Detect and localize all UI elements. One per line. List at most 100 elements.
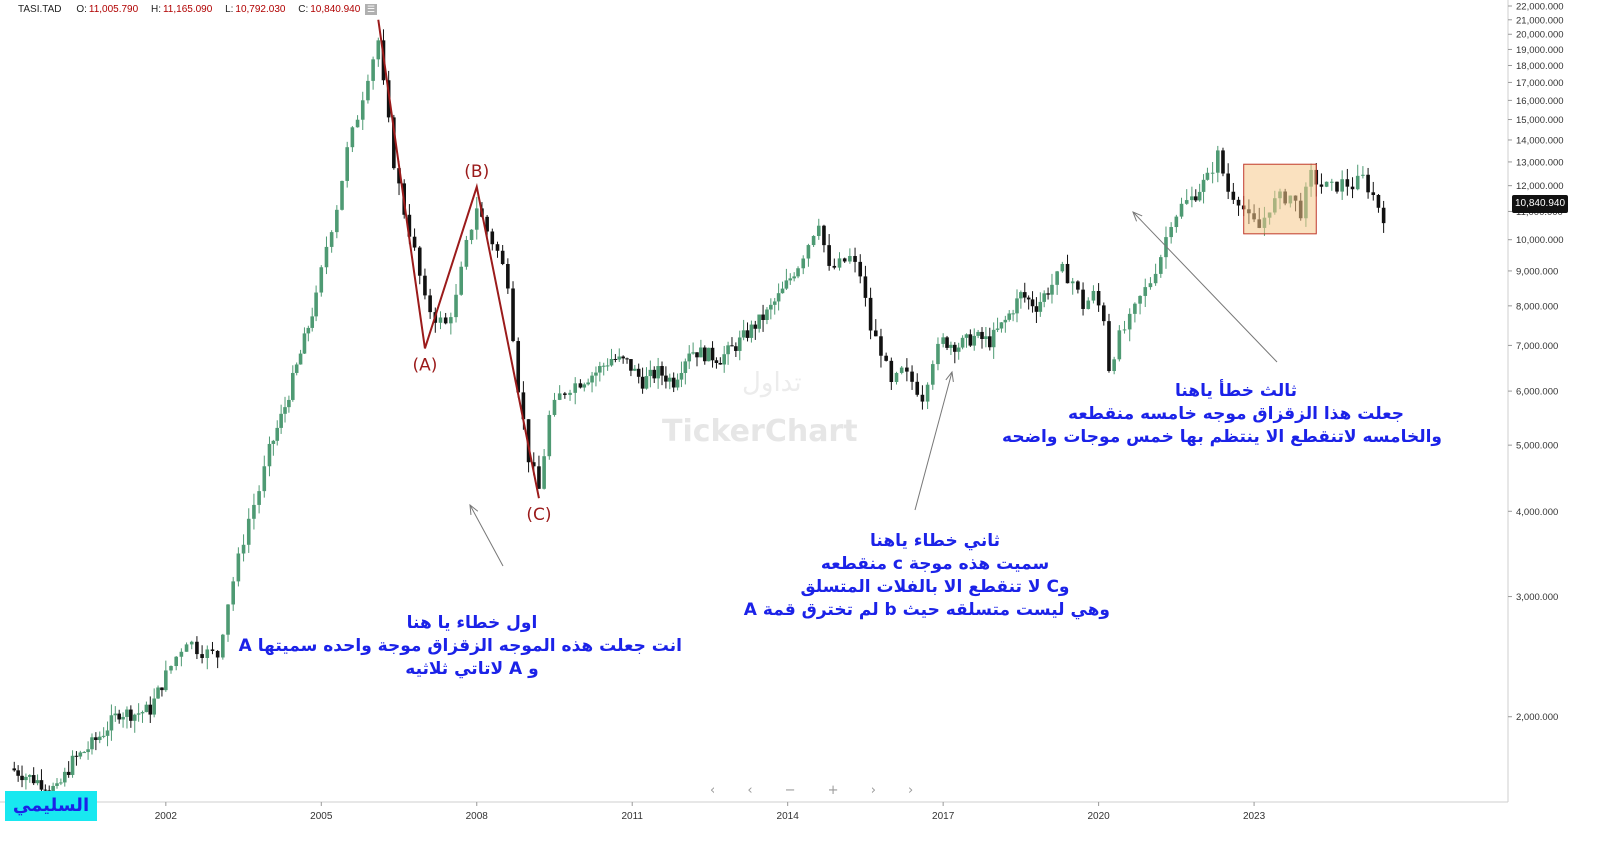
candle-body: [290, 372, 295, 400]
candle-body: [31, 775, 36, 784]
y-axis[interactable]: 2,000.000 3,000.000 4,000.000 5,000.000 6,00…: [1508, 2, 1564, 724]
ohlc-header: TASI.TAD O: 11,005.790 H: 11,165.090 L: 10,…: [18, 4, 378, 16]
candle-body: [945, 337, 949, 348]
candle-body: [66, 771, 71, 775]
candle-body: [915, 381, 920, 395]
x-tick-label: 2008: [466, 811, 489, 822]
candle-body: [101, 735, 106, 737]
candle-body: [1381, 207, 1386, 224]
candle-body: [257, 491, 261, 505]
candle-body: [671, 377, 676, 388]
candle-body: [231, 581, 235, 605]
y-tick-label: 18,000.000: [1516, 61, 1564, 72]
candle-body: [772, 301, 777, 305]
candle-body: [1190, 196, 1194, 201]
y-tick-label: 15,000.000: [1516, 115, 1564, 126]
candle-body: [397, 168, 401, 184]
candle-body: [960, 337, 965, 348]
menu-icon[interactable]: ☰: [365, 4, 378, 15]
candle-body: [889, 360, 894, 382]
candle-body: [1091, 290, 1096, 301]
candle-body: [16, 770, 20, 776]
candle-body: [129, 709, 133, 721]
arrow-head: [469, 503, 479, 516]
candle-body: [55, 783, 59, 786]
candle-body: [454, 294, 458, 318]
candle-body: [1231, 191, 1236, 200]
candle-body: [97, 736, 102, 741]
candle-body: [976, 331, 980, 336]
candle-body: [573, 383, 578, 393]
chart-navigator[interactable]: ‹ ‹ − + › ›: [710, 783, 928, 798]
candle-body: [1340, 179, 1344, 192]
candle-body: [200, 654, 204, 658]
candle-body: [1007, 313, 1012, 320]
y-tick-label: 9,000.000: [1516, 266, 1558, 277]
candle-body: [156, 687, 160, 699]
candle-body: [941, 337, 945, 344]
arrow-head: [1132, 211, 1143, 222]
candle-body: [1216, 150, 1220, 173]
candle-body: [586, 382, 590, 385]
candle-body: [511, 288, 515, 342]
candle-body: [236, 553, 241, 582]
annotation-line: والخامسه لاتنقطع الا ينتظم بها خمس موجات…: [1002, 427, 1442, 447]
candle-body: [656, 366, 660, 379]
x-axis[interactable]: 2002 2005 2008 2011 2014 2017 2020 2023: [155, 802, 1266, 822]
x-tick-label: 2002: [155, 811, 178, 822]
candle-body: [1030, 299, 1035, 307]
annotation-line: ثاني خطاء ياهنا: [870, 531, 1000, 551]
candle-body: [991, 329, 996, 348]
candle-body: [125, 709, 129, 717]
candle-body: [765, 309, 769, 321]
y-tick-label: 17,000.000: [1516, 78, 1564, 89]
candle-body: [1117, 330, 1122, 360]
candle-body: [858, 261, 863, 277]
candle-body: [578, 383, 583, 388]
candle-body: [968, 334, 973, 346]
candle-body: [90, 737, 94, 750]
candle-body: [275, 427, 280, 441]
candle-body: [287, 399, 291, 408]
y-tick-label: 20,000.000: [1516, 30, 1564, 41]
candle-body: [1076, 281, 1080, 290]
candle-body: [12, 768, 17, 771]
annotation-arrows: [469, 211, 1278, 567]
annotation-line: جعلت هذا الزقزاق موجه خامسه منقطعه: [1067, 404, 1404, 424]
open-value: 11,005.790: [88, 4, 139, 16]
chart-grid: [0, 0, 1509, 803]
candle-body: [609, 358, 614, 366]
candle-body: [679, 372, 684, 380]
candle-body: [936, 343, 940, 365]
candle-body: [428, 295, 432, 313]
candle-body: [879, 336, 883, 356]
last-price-tag: 10,840.940: [1512, 195, 1568, 213]
candle-body: [1164, 237, 1168, 258]
x-tick-label: 2005: [310, 811, 333, 822]
candle-body: [246, 518, 251, 545]
annotation-first: اول خطاء يا هنا انت جعلت هذه الموجه الزق…: [239, 612, 682, 681]
candle-body: [605, 365, 610, 367]
close-value: 10,840.940: [310, 4, 361, 16]
candle-body: [376, 40, 381, 60]
candle-body: [526, 419, 531, 463]
candle-body: [664, 375, 668, 382]
candle-body: [1011, 313, 1015, 315]
candle-body: [78, 752, 83, 757]
candle-body: [722, 354, 727, 365]
candle-body: [613, 358, 618, 360]
candle-body: [215, 650, 220, 658]
candle-body: [636, 368, 641, 377]
annotation-line: وC لا تنقطع الا بالفلات المتسلق: [800, 577, 1070, 597]
candle-body: [366, 80, 370, 101]
y-tick-label: 3,000.000: [1516, 592, 1558, 603]
candle-body: [930, 364, 935, 385]
candle-body: [1376, 194, 1381, 208]
candle-body: [552, 399, 557, 415]
candle-body: [1015, 298, 1019, 314]
candle-body: [109, 715, 114, 731]
candle-body: [920, 394, 925, 402]
candle-body: [113, 713, 118, 716]
candle-body: [184, 644, 189, 652]
